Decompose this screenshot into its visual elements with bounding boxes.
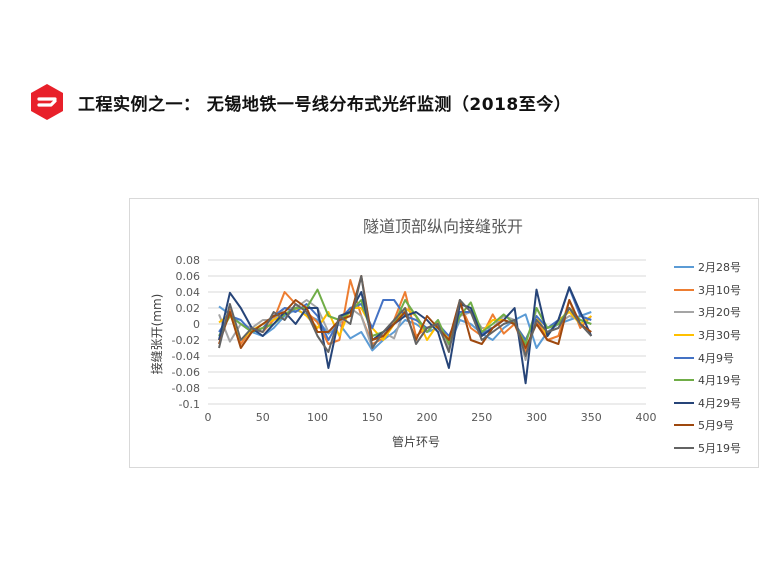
legend-label: 5月19号	[698, 442, 741, 456]
y-tick-label: 0.06	[176, 270, 201, 283]
legend-item: 5月19号	[674, 437, 759, 460]
y-tick-label: -0.06	[172, 366, 200, 379]
x-tick-label: 150	[362, 411, 383, 424]
legend-label: 4月19号	[698, 374, 741, 388]
y-tick-label: 0.08	[176, 254, 201, 267]
axis-ticks: 0.08 0.06 0.04 0.02 0 -0.02 -0.04 -0.06 -0.08 -0.…	[172, 254, 657, 424]
legend-item: 3月30号	[674, 324, 759, 347]
legend-label: 2月28号	[698, 261, 741, 275]
legend-item: 3月10号	[674, 279, 759, 302]
y-tick-label: -0.1	[179, 398, 200, 411]
legend-item: 4月29号	[674, 392, 759, 415]
legend-swatch	[674, 288, 694, 291]
y-tick-label: -0.02	[172, 334, 200, 347]
x-tick-label: 100	[307, 411, 328, 424]
company-logo-icon	[31, 84, 63, 120]
legend-item: 3月20号	[674, 301, 759, 324]
legend-item: 2月28号	[674, 256, 759, 279]
legend-swatch	[674, 424, 694, 427]
legend-item: 4月19号	[674, 369, 759, 392]
y-tick-label: -0.08	[172, 382, 200, 395]
slide-header: 工程实例之一： 无锡地铁一号线分布式光纤监测（2018至今）	[28, 82, 571, 122]
x-tick-label: 50	[256, 411, 270, 424]
x-tick-label: 250	[471, 411, 492, 424]
legend-item: 5月9号	[674, 414, 759, 437]
legend-swatch	[674, 266, 694, 269]
chart-title: 隧道顶部纵向接缝张开	[363, 217, 523, 236]
legend-label: 4月29号	[698, 396, 741, 410]
x-tick-label: 400	[636, 411, 657, 424]
x-tick-label: 200	[417, 411, 438, 424]
x-tick-label: 300	[526, 411, 547, 424]
line-chart: 隧道顶部纵向接缝张开 0.08 0.06 0.04 0.02 0 -0.02 -0.04 -0…	[149, 217, 657, 449]
x-axis-title: 管片环号	[392, 434, 440, 449]
legend-label: 3月30号	[698, 329, 741, 343]
x-tick-label: 0	[205, 411, 212, 424]
series-line-9	[218, 275, 593, 357]
y-tick-label: -0.04	[172, 350, 200, 363]
legend-label: 4月9号	[698, 351, 734, 365]
x-tick-label: 350	[581, 411, 602, 424]
legend-label: 5月9号	[698, 419, 734, 433]
legend-swatch	[674, 334, 694, 337]
y-tick-label: 0.02	[176, 302, 201, 315]
chart-legend: 2月28号 3月10号 3月20号 3月30号 4月9号 4月19号 4月29号 5月9号 5月…	[674, 256, 759, 459]
y-axis-title: 接缝张开(mm)	[149, 294, 164, 375]
series-line-8	[218, 275, 592, 349]
y-tick-label: 0	[193, 318, 200, 331]
legend-swatch	[674, 379, 694, 382]
legend-swatch	[674, 311, 694, 314]
chart-card: 隧道顶部纵向接缝张开 0.08 0.06 0.04 0.02 0 -0.02 -0.04 -0…	[129, 198, 759, 468]
legend-label: 3月20号	[698, 306, 741, 320]
series-lines	[218, 275, 593, 385]
legend-item: 4月9号	[674, 346, 759, 369]
slide-title: 工程实例之一： 无锡地铁一号线分布式光纤监测（2018至今）	[78, 94, 572, 115]
legend-label: 3月10号	[698, 283, 741, 297]
legend-swatch	[674, 356, 694, 359]
legend-swatch	[674, 447, 694, 450]
legend-swatch	[674, 401, 694, 404]
series-line-7	[218, 286, 593, 385]
series-line-1	[218, 305, 592, 352]
y-tick-label: 0.04	[176, 286, 201, 299]
